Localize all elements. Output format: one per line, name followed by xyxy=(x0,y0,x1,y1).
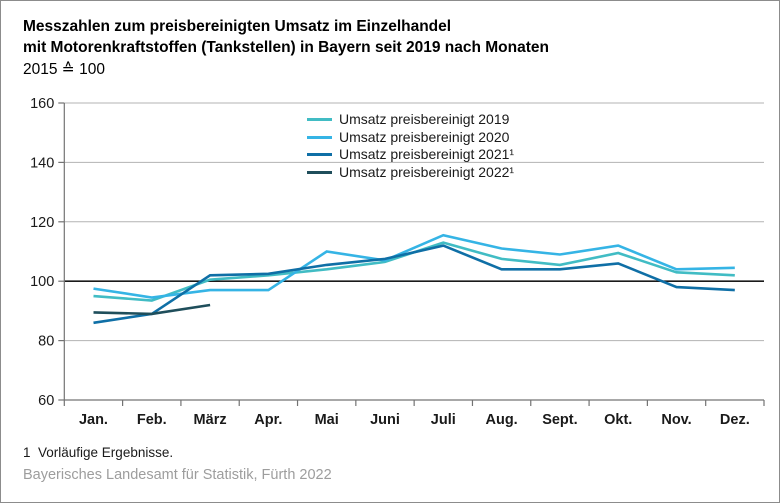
y-tick-label: 120 xyxy=(30,215,54,231)
x-tick-label: Juli xyxy=(431,412,456,428)
legend-label: Umsatz preisbereinigt 2021¹ xyxy=(339,146,515,163)
legend-item-2022: Umsatz preisbereinigt 2022¹ xyxy=(307,164,514,182)
chart-title-line-2: mit Motorenkraftstoffen (Tankstellen) in… xyxy=(23,39,549,56)
y-tick-label: 60 xyxy=(38,393,54,409)
legend-line-swatch xyxy=(307,118,332,122)
legend-label: Umsatz preisbereinigt 2022¹ xyxy=(339,163,515,180)
x-tick-label: Okt. xyxy=(604,412,632,428)
series-line-2020 xyxy=(93,233,735,299)
legend-line-swatch xyxy=(307,135,332,139)
y-tick-label: 100 xyxy=(30,274,54,290)
chart-subtitle: 2015 ≙ 100 xyxy=(23,61,105,78)
legend-item-2021: Umsatz preisbereinigt 2021¹ xyxy=(307,146,514,164)
legend-label: Umsatz preisbereinigt 2019 xyxy=(339,111,510,128)
legend-item-2019: Umsatz preisbereinigt 2019 xyxy=(307,111,514,129)
legend-label: Umsatz preisbereinigt 2020 xyxy=(339,128,510,145)
legend: Umsatz preisbereinigt 2019 Umsatz preisbe… xyxy=(307,111,514,181)
x-tick-label: Nov. xyxy=(661,412,691,428)
y-tick-label: 80 xyxy=(38,334,54,350)
chart-title-line-1: Messzahlen zum preisbereinigten Umsatz i… xyxy=(23,18,452,35)
y-tick-label: 140 xyxy=(30,155,54,171)
x-tick-label: Apr. xyxy=(254,412,282,428)
chart-title-block: Messzahlen zum preisbereinigten Umsatz i… xyxy=(23,16,549,80)
x-tick-label: Dez. xyxy=(720,412,750,428)
x-tick-label: März xyxy=(194,412,227,428)
series-line-2021 xyxy=(93,244,735,325)
footnote: 1 Vorläufige Ergebnisse. xyxy=(23,445,174,460)
x-tick-label: Sept. xyxy=(542,412,577,428)
series-line-2022 xyxy=(93,303,211,316)
source-credit: Bayerisches Landesamt für Statistik, Für… xyxy=(23,467,332,483)
legend-item-2020: Umsatz preisbereinigt 2020 xyxy=(307,129,514,147)
legend-line-swatch xyxy=(307,170,332,174)
legend-line-swatch xyxy=(307,153,332,157)
x-tick-label: Aug. xyxy=(486,412,518,428)
x-tick-label: Mai xyxy=(315,412,339,428)
x-tick-label: Jan. xyxy=(79,412,108,428)
y-tick-label: 160 xyxy=(30,96,54,112)
x-tick-label: Feb. xyxy=(137,412,167,428)
x-tick-label: Juni xyxy=(370,412,400,428)
